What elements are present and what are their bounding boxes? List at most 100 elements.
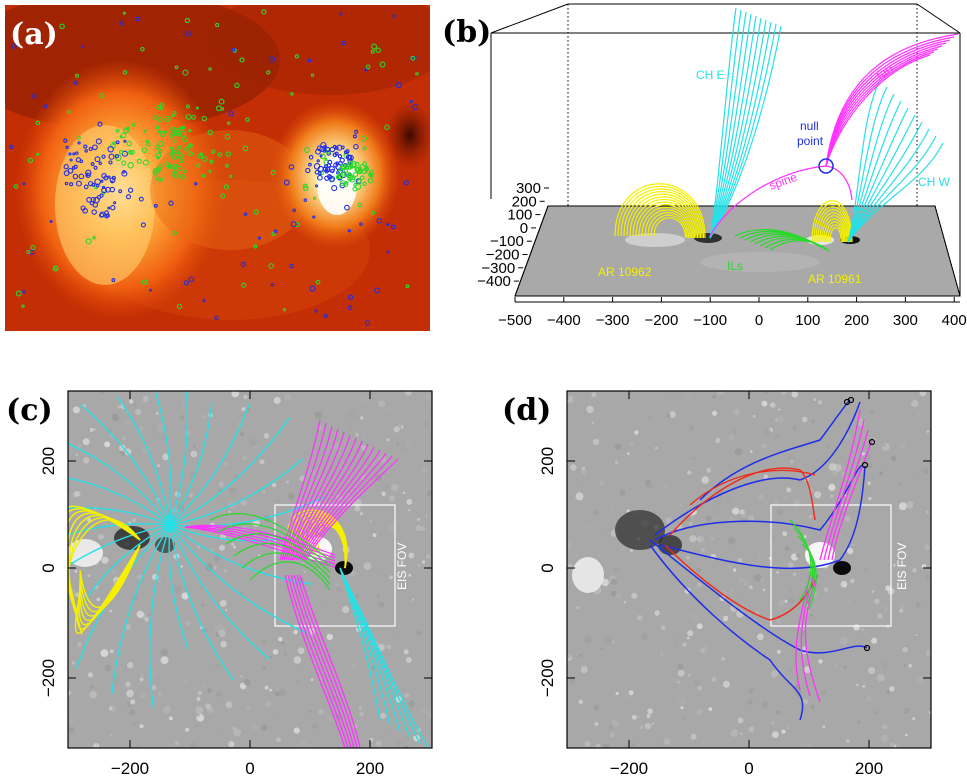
field-line-magenta	[290, 574, 352, 748]
field-line-green	[793, 527, 814, 604]
field-line-cyan-ch-e	[709, 13, 752, 239]
field-line-cyan-ch-e	[709, 21, 772, 239]
ils-label: ILs	[727, 259, 743, 273]
field-line-cyan	[169, 524, 235, 681]
field-line-yellow-ar10962	[632, 199, 697, 239]
footpoint-marker	[847, 396, 855, 404]
field-line-yellow-ar10962	[641, 206, 693, 239]
y-tick-label: 200	[538, 447, 557, 475]
field-line-cyan	[169, 524, 313, 585]
field-line-yellow-ar10962	[623, 191, 702, 239]
field-line-cyan-ch-w	[847, 121, 923, 243]
field-line-magenta-spine	[709, 165, 853, 237]
field-line-yellow-ar10962	[635, 201, 696, 239]
field-line-yellow-ar10961	[815, 206, 851, 243]
field-line-cyan	[169, 417, 290, 526]
field-line-cyan	[111, 524, 171, 695]
panel-a-image	[5, 5, 430, 331]
field-line-cyan	[169, 524, 271, 661]
field-line-cyan	[339, 567, 430, 748]
field-line-cyan	[149, 524, 171, 708]
eis-fov-label-c: EIS FOV	[395, 543, 409, 590]
x-tick-label: −200	[645, 312, 679, 329]
field-line-magenta	[296, 574, 358, 748]
x-tick-label: 0	[755, 312, 763, 329]
field-line-cyan-ch-w	[847, 93, 895, 243]
field-line-cyan-ch-w	[847, 128, 930, 243]
z-tick-label: 100	[507, 207, 532, 224]
z-tick-label: −400	[477, 273, 511, 290]
field-line-yellow-ar10962	[626, 193, 700, 239]
field-line-cyan	[68, 523, 171, 536]
field-line-blue	[649, 539, 868, 654]
field-line-yellow-ar10961	[817, 209, 849, 243]
panel-d-plot-area	[567, 391, 931, 748]
field-line-yellow-ar10961	[813, 203, 852, 243]
field-line-cyan-ch-e	[709, 19, 767, 239]
field-line-magenta	[289, 434, 351, 561]
field-line-green	[801, 543, 817, 610]
x-tick-label: −300	[596, 312, 630, 329]
field-line-cyan	[68, 442, 171, 526]
field-line-magenta	[305, 458, 399, 561]
ch-w-label: CH W	[918, 175, 951, 189]
field-line-magenta	[287, 431, 345, 561]
x-tick-label: 200	[356, 759, 384, 778]
field-line-magenta	[827, 429, 869, 561]
field-line-green	[789, 519, 812, 601]
field-line-cyan-ch-e	[709, 25, 782, 239]
field-line-magenta	[299, 574, 361, 748]
field-line-yellow-ar10962	[629, 196, 699, 239]
field-line-magenta	[819, 409, 861, 561]
field-line-magenta-fan	[825, 42, 947, 167]
field-line-green	[209, 512, 331, 561]
z-tick-label: 300	[516, 180, 541, 197]
field-line-green	[217, 523, 331, 567]
panel-c-plot-area	[68, 391, 432, 748]
field-line-cyan-ch-w	[847, 79, 881, 243]
field-line-magenta-fan	[825, 48, 939, 167]
field-line-green	[249, 561, 331, 591]
field-line-blue	[699, 399, 851, 501]
panel-d: EIS FOV −200 0 200 200 0 −200 (d)	[502, 390, 932, 778]
x-tick-label: 0	[245, 759, 254, 778]
x-tick-label: 100	[795, 312, 820, 329]
field-line-cyan	[81, 524, 171, 605]
panel-b-field-lines	[614, 7, 959, 252]
ch-e-label: CH E	[696, 68, 725, 82]
field-line-cyan-ch-e	[709, 7, 737, 239]
y-tick-label: −200	[39, 659, 58, 697]
magnetogram-floor	[514, 205, 961, 297]
field-line-yellow-ar10961	[819, 212, 848, 243]
field-line-cyan	[339, 567, 381, 721]
field-line-blue	[659, 465, 866, 570]
field-line-yellow-ar10962	[650, 214, 688, 239]
field-line-cyan	[169, 524, 288, 542]
eis-fov-box-c	[274, 504, 396, 627]
panel-d-field-lines	[649, 396, 876, 721]
x-tick-label: 200	[855, 759, 883, 778]
panel-b-x-axis: −500 −400 −300 −200 −100 0 100 200 300 400	[498, 297, 967, 329]
x-tick-label: 300	[893, 312, 918, 329]
field-line-yellow-ar10961	[827, 224, 843, 243]
panel-a-magnetic-contours	[9, 9, 419, 326]
field-line-cyan	[154, 391, 172, 526]
field-line-magenta	[293, 574, 355, 748]
x-tick-label: −500	[498, 312, 532, 329]
field-line-magenta	[184, 524, 336, 556]
panel-c-label: (c)	[6, 393, 53, 428]
x-tick-label: −400	[547, 312, 581, 329]
field-line-magenta	[287, 574, 349, 748]
panel-c-field-lines	[68, 391, 430, 748]
field-line-cyan-ch-e	[709, 17, 762, 239]
field-line-cyan-ch-w	[847, 100, 902, 243]
x-tick-label: 400	[942, 312, 967, 329]
x-tick-label: 0	[744, 759, 753, 778]
field-line-cyan	[169, 391, 189, 526]
z-tick-label: −300	[481, 260, 515, 277]
field-line-cyan-ch-e	[709, 23, 777, 239]
field-line-red	[689, 469, 816, 506]
field-line-magenta	[295, 443, 369, 561]
